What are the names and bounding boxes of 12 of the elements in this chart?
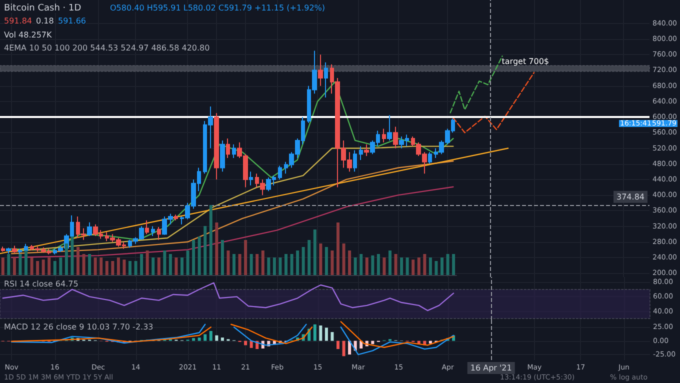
annotation: target 700$: [502, 57, 549, 66]
annotation: RSI 14 close 64.75: [4, 280, 78, 288]
chart-title: Bitcoin Cash · 1D: [4, 4, 82, 14]
annotation: 591.84: [4, 16, 32, 26]
ref-line-label: 374.84: [616, 192, 645, 202]
annotation: Vol 48.257K: [4, 30, 53, 40]
annotation: 591.66: [58, 16, 86, 26]
annotation: 0.18: [36, 16, 54, 26]
annotation: MACD 12 26 close 9 10.03 7.70 -2.33: [4, 322, 154, 332]
annotation: 4EMA 10 50 100 200 544.53 524.97 486.58 420.80: [4, 44, 210, 52]
ref-line-label: 16 Apr '21: [470, 364, 512, 372]
annotation: O580.40 H595.91 L580.02 C591.79 +11.15 (+1.92%): [110, 4, 326, 12]
